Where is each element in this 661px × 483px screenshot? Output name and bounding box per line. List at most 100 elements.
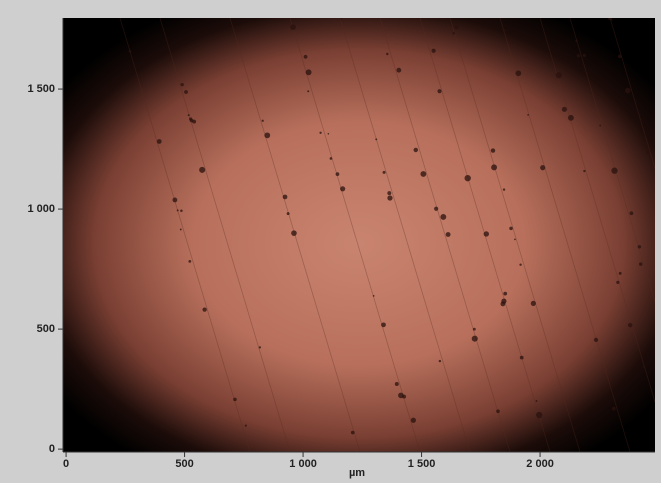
particle (500, 302, 505, 307)
particle (611, 168, 617, 174)
particle (319, 132, 321, 134)
particle (568, 115, 574, 121)
particle (531, 301, 536, 306)
particle (351, 431, 355, 435)
image-field (63, 18, 655, 452)
particle (395, 382, 399, 386)
particle (431, 49, 435, 53)
particle (181, 83, 184, 86)
particle (328, 133, 330, 135)
particle (387, 191, 391, 195)
x-tick-label: 1 500 (408, 458, 436, 470)
particle (446, 232, 451, 237)
particle (411, 418, 416, 423)
particle (375, 138, 377, 140)
particle (330, 157, 333, 160)
particle (527, 114, 529, 116)
particle (383, 171, 386, 174)
particle (387, 195, 392, 200)
particle (398, 393, 404, 399)
particle (575, 40, 577, 42)
particle (562, 107, 567, 112)
particle (304, 55, 308, 59)
particle (519, 264, 521, 266)
micrograph (63, 16, 661, 452)
particle (556, 72, 562, 78)
particle (440, 214, 446, 220)
particle (233, 398, 237, 402)
particle (473, 328, 476, 331)
x-tick-label: 0 (63, 458, 69, 470)
y-tick-label: 500 (37, 323, 55, 335)
particle (396, 68, 401, 73)
x-tick-label: 1 000 (289, 458, 317, 470)
particle (583, 170, 585, 172)
particle (420, 171, 426, 177)
particle (184, 90, 188, 94)
particle (188, 260, 191, 263)
x-tick-label: 500 (175, 458, 193, 470)
particle (262, 120, 264, 122)
particle (180, 210, 183, 213)
particle (503, 292, 507, 296)
particle (625, 88, 631, 94)
x-axis-label: µm (349, 467, 365, 479)
particle (536, 400, 538, 402)
particle (452, 32, 454, 34)
particle (618, 54, 622, 58)
particle (599, 125, 601, 127)
particle (594, 338, 598, 342)
particle (157, 139, 162, 144)
particle (290, 24, 296, 30)
chart: µm 05001 0001 5002 00005001 0001 500 (0, 0, 661, 483)
particle (484, 231, 489, 236)
particle (283, 195, 288, 200)
particle (202, 307, 206, 311)
particle (190, 119, 194, 123)
particle (516, 70, 522, 76)
particle (259, 346, 261, 348)
x-tick-label: 2 000 (526, 458, 554, 470)
particle (491, 164, 497, 170)
particle (177, 209, 179, 211)
particle (472, 336, 478, 342)
particle (439, 360, 441, 362)
particle (306, 69, 312, 75)
particle (540, 165, 545, 170)
particle (612, 407, 616, 411)
particle (172, 198, 177, 203)
particle (536, 412, 542, 418)
particle (454, 25, 458, 29)
y-tick-label: 0 (49, 443, 55, 455)
particle (630, 211, 634, 215)
particle (577, 54, 580, 57)
particle (496, 409, 500, 413)
particle (245, 424, 247, 426)
particle (643, 365, 645, 367)
particle (129, 50, 132, 53)
particle (619, 272, 622, 275)
particle (503, 188, 505, 190)
particle (434, 207, 438, 211)
particle (307, 90, 309, 92)
particle (373, 295, 375, 297)
particle (336, 172, 340, 176)
particle (465, 175, 471, 181)
y-tick-label: 1 500 (27, 83, 55, 95)
particle (503, 29, 506, 32)
particle (437, 89, 441, 93)
particle (180, 229, 182, 231)
particle (583, 54, 586, 57)
particle (638, 245, 641, 248)
particle (639, 262, 642, 265)
particle (340, 186, 345, 191)
particle (291, 230, 297, 236)
particle (520, 356, 524, 360)
particle (414, 148, 418, 152)
particle (514, 238, 516, 240)
particle (264, 132, 270, 138)
particle (628, 323, 632, 327)
particle (386, 53, 388, 55)
particle (509, 227, 513, 231)
particle (491, 148, 495, 152)
